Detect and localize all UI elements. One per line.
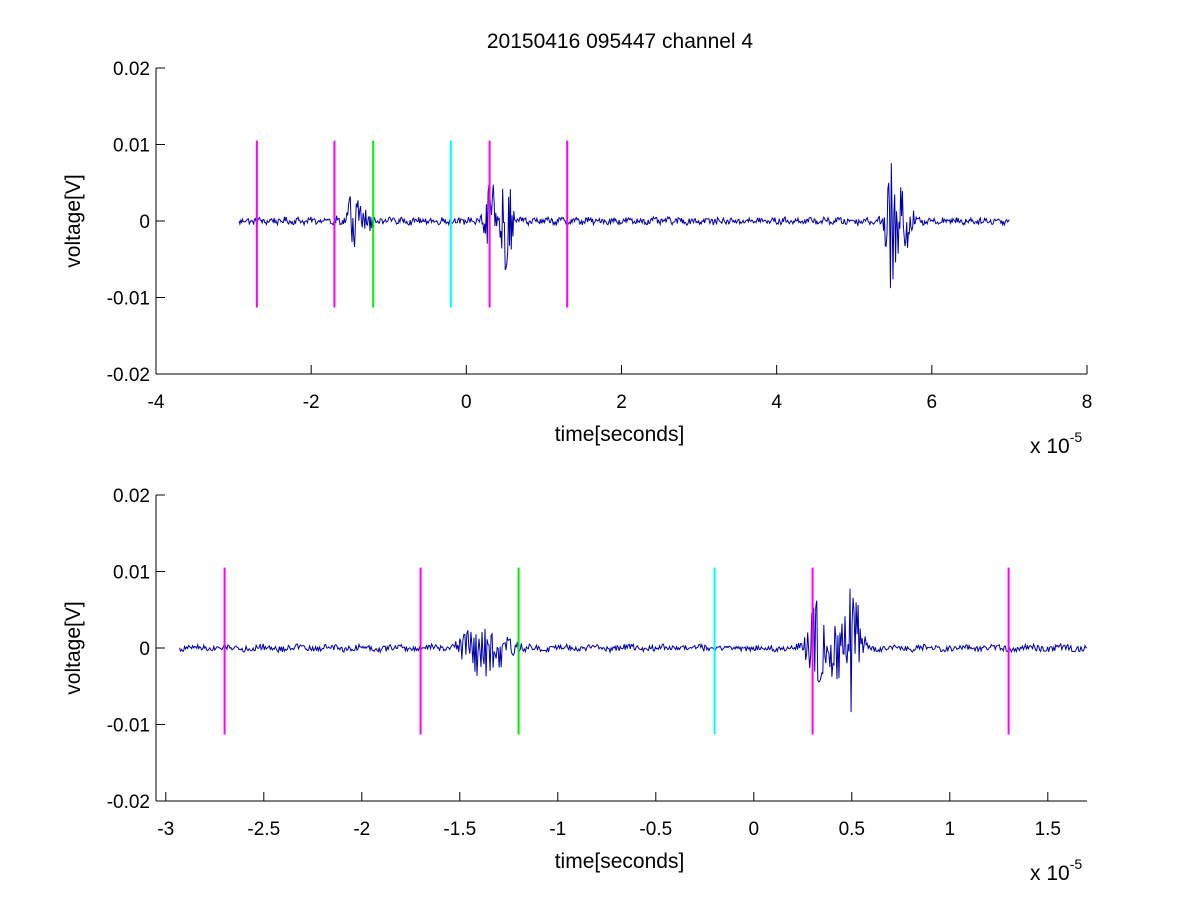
y-axis-label: voltage[V]: [62, 601, 85, 694]
y-tick-label: 0.02: [113, 59, 150, 80]
x-tick-label: -0.5: [639, 819, 672, 840]
x-tick-label: -2: [303, 392, 320, 413]
x-tick-label: 4: [771, 392, 782, 413]
x-axis-label: time[seconds]: [555, 423, 685, 446]
x-tick-label: 1: [945, 819, 956, 840]
y-axis-label: voltage[V]: [62, 174, 85, 267]
x-tick-label: -4: [148, 392, 165, 413]
x-axis-multiplier: x 10-5: [1030, 856, 1082, 885]
signal-trace: [179, 588, 1088, 713]
x-axis-label: time[seconds]: [555, 850, 685, 873]
x-tick-label: -3: [157, 819, 174, 840]
x-tick-label: -2: [353, 819, 370, 840]
x-tick-label: 1.5: [1035, 819, 1061, 840]
x-tick-label: 2: [616, 392, 627, 413]
x-tick-label: 6: [927, 392, 938, 413]
x-axis-multiplier: x 10-5: [1030, 429, 1082, 458]
signal-trace: [238, 163, 1010, 289]
x-tick-label: -1: [549, 819, 566, 840]
y-tick-label: -0.01: [107, 289, 150, 310]
bottom-subplot: -3 -2.5 -2 -1.5 -1 -0.5 0 0.5 1 1.5 0.02 0.01 0 -0.01…: [62, 486, 1088, 885]
y-tick-label: 0.01: [113, 136, 150, 157]
top-subplot: -4 -2 0 2 4 6 8 0.02 0.01 0 -0.01 -0.02 time[seconds…: [62, 59, 1092, 458]
x-tick-label: -1.5: [443, 819, 476, 840]
y-tick-label: -0.01: [107, 716, 150, 737]
x-tick-label: 0: [461, 392, 472, 413]
x-tick-label: -2.5: [247, 819, 280, 840]
y-tick-label: 0.01: [113, 563, 150, 584]
x-tick-label: 0: [749, 819, 760, 840]
figure-title: 20150416 095447 channel 4: [487, 30, 754, 53]
y-tick-label: 0.02: [113, 486, 150, 507]
x-tick-label: 0.5: [839, 819, 865, 840]
y-tick-label: -0.02: [107, 792, 150, 813]
x-tick-label: 8: [1082, 392, 1093, 413]
y-tick-label: 0: [139, 212, 150, 233]
y-tick-label: 0: [139, 639, 150, 660]
y-tick-label: -0.02: [107, 365, 150, 386]
